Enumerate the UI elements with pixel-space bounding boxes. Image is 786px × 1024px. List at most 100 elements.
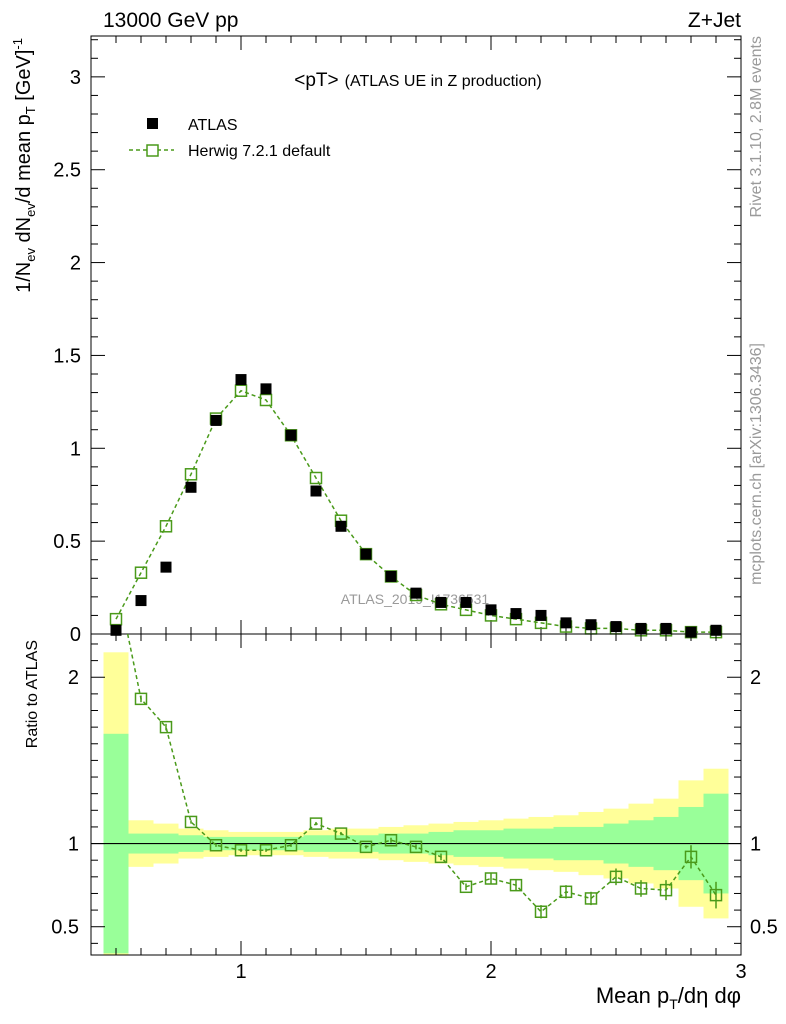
ratio-xtick-label: 3 — [735, 961, 746, 983]
atlas-point — [110, 624, 122, 636]
ratio-herwig-point — [384, 833, 398, 847]
main-ytick-label: 2 — [70, 253, 81, 275]
ratio-ticks: 0.5 0.5 1 1 2 2 1 2 3 — [51, 634, 778, 983]
atlas-point — [610, 621, 622, 633]
header-right-label: Z+Jet — [688, 9, 741, 32]
xlabel-a: Mean p — [596, 983, 669, 1008]
atlas-point — [360, 548, 372, 560]
ratio-herwig-point — [584, 892, 598, 905]
ylabel-c: /d mean p — [13, 114, 35, 203]
ratio-ytick-label-right: 0.5 — [750, 917, 778, 939]
atlas-point — [435, 596, 447, 608]
atlas-point — [260, 383, 272, 395]
x-axis-label: Mean pT/dη dφ — [596, 983, 741, 1012]
ylabel-d-sup: -1 — [10, 38, 25, 50]
ratio-herwig-point — [659, 883, 673, 897]
atlas-point — [335, 520, 347, 532]
main-ytick-label: 1 — [70, 438, 81, 460]
ratio-herwig-point — [209, 838, 223, 852]
side-text-top: Rivet 3.1.10, 2.8M events — [748, 36, 765, 217]
ratio-herwig-point — [434, 850, 448, 864]
ratio-xtick-label: 1 — [235, 961, 246, 983]
ratio-frame — [90, 633, 742, 956]
ratio-herwig-point — [409, 840, 423, 854]
herwig-point — [184, 468, 198, 481]
main-y-axis-label: 1/Nev dNev/d mean pT [GeV]-1 — [10, 38, 38, 293]
ylabel-a-sub: ev — [23, 248, 38, 262]
ratio-herwig-point — [334, 827, 348, 840]
main-ytick-label: 0.5 — [53, 531, 81, 553]
main-ytick-label: 2.5 — [53, 160, 81, 182]
atlas-point — [560, 617, 572, 629]
ratio-herwig-point — [159, 720, 173, 734]
ylabel-b-sub: ev — [23, 203, 38, 217]
ratio-ytick-label: 1 — [68, 834, 79, 856]
ratio-xtick-label: 2 — [485, 961, 496, 983]
side-text-bottom: mcplots.cern.ch [arXiv:1306.3436] — [748, 343, 765, 585]
herwig-point — [109, 612, 123, 626]
ratio-herwig-point — [709, 888, 723, 902]
ratio-marks — [126, 633, 723, 919]
ratio-herwig-point — [559, 885, 573, 899]
atlas-point — [535, 609, 547, 621]
legend-atlas-marker — [147, 118, 158, 129]
atlas-point — [410, 587, 422, 599]
ratio-herwig-point — [509, 878, 523, 892]
ratio-herwig-point — [284, 838, 298, 852]
atlas-point — [185, 481, 197, 493]
ratio-herwig-point — [259, 843, 273, 857]
ylabel-c-sub: T — [23, 106, 38, 114]
legend: ATLAS Herwig 7.2.1 default — [129, 117, 331, 160]
atlas-point — [210, 414, 222, 426]
atlas-point — [635, 622, 647, 634]
ylabel-d: [GeV] — [13, 50, 35, 107]
atlas-point — [385, 570, 397, 582]
atlas-point — [710, 624, 722, 636]
ratio-herwig-point — [234, 843, 248, 857]
main-ytick-label: 0 — [70, 624, 81, 646]
ratio-herwig-point — [184, 815, 198, 829]
watermark: ATLAS_2019_I1736531 — [341, 591, 490, 607]
main-ytick-label: 1.5 — [53, 345, 81, 367]
ylabel-b: dN — [13, 217, 35, 248]
chart-title: <pT> (ATLAS UE in Z production) — [294, 70, 541, 91]
herwig-point — [134, 566, 148, 579]
atlas-point — [585, 619, 597, 631]
header-left-label: 13000 GeV pp — [103, 9, 238, 32]
atlas-point — [485, 604, 497, 616]
chart-title-main: <pT> — [294, 70, 338, 91]
ratio-herwig-point — [134, 692, 148, 706]
ratio-ytick-label: 2 — [68, 667, 79, 689]
legend-herwig-marker — [146, 144, 159, 157]
atlas-point — [235, 374, 247, 386]
atlas-point — [510, 608, 522, 620]
atlas-point — [685, 626, 697, 638]
ratio-ytick-label: 0.5 — [51, 917, 79, 939]
herwig-point — [234, 384, 248, 397]
herwig-point — [309, 471, 323, 485]
ratio-panel: 0.5 0.5 1 1 2 2 1 2 3 — [51, 633, 778, 983]
ratio-y-axis-label: Ratio to ATLAS — [24, 640, 41, 748]
atlas-point — [135, 595, 147, 607]
main-ticks: 0 0.5 1 1.5 2 2.5 3 — [53, 36, 741, 646]
ratio-herwig-point — [609, 870, 623, 884]
main-marks — [109, 374, 723, 639]
atlas-point — [660, 622, 672, 634]
atlas-point — [460, 596, 472, 608]
ylabel-a: 1/N — [13, 262, 35, 293]
ratio-ytick-label-right: 1 — [750, 834, 761, 856]
chart-title-sub: (ATLAS UE in Z production) — [345, 73, 542, 90]
xlabel-b: /dη dφ — [678, 983, 741, 1008]
atlas-point — [310, 485, 322, 497]
ratio-herwig-point — [459, 880, 473, 894]
ratio-herwig-point — [359, 840, 373, 854]
main-panel: 0 0.5 1 1.5 2 2.5 3 ATLAS_2019_I1736531 <pT> (A… — [53, 35, 742, 646]
ratio-herwig-point — [634, 882, 648, 895]
herwig-point — [159, 520, 173, 533]
atlas-point — [160, 561, 172, 573]
ratio-herwig-point — [534, 905, 548, 919]
ratio-herwig-point — [484, 872, 498, 885]
ratio-ytick-label-right: 2 — [750, 667, 761, 689]
ratio-bands — [103, 652, 729, 955]
